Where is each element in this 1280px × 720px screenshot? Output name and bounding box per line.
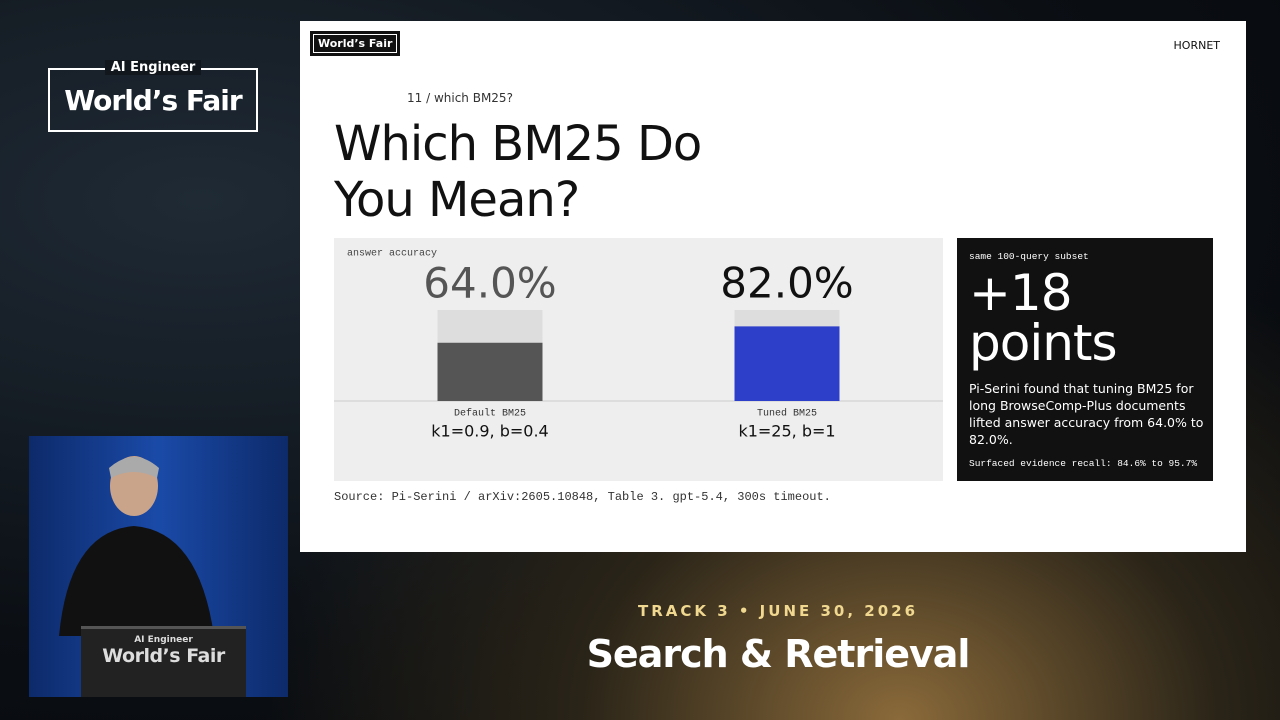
category-label: Tuned BM25 (757, 408, 817, 420)
value-label: 64.0% (423, 259, 556, 308)
bar (734, 326, 840, 401)
callout-footnote: Surfaced evidence recall: 84.6% to 95.7% (969, 458, 1198, 469)
callout-body: Pi-Serini found that tuning BM25 for lon… (969, 381, 1204, 447)
value-label: 82.0% (720, 259, 853, 308)
track-label: TRACK 3 • JUNE 30, 2026 (637, 602, 919, 620)
podium-main: World’s Fair (102, 645, 225, 667)
category-label: Default BM25 (454, 408, 526, 420)
slide-title: Which BM25 Do You Mean? (334, 116, 702, 228)
slide: World’s Fair HORNET 11 / which BM25? Whi… (300, 21, 1246, 552)
callout-headline: +18 points (969, 264, 1118, 372)
slide-logo: World’s Fair (310, 31, 401, 56)
podium-top: AI Engineer (134, 635, 193, 645)
chart-panel (334, 238, 943, 481)
speaker-video: AI Engineer World’s Fair (29, 436, 288, 697)
source: Source: Pi-Serini / arXiv:2605.10848, Ta… (334, 490, 831, 504)
category-sublabel: k1=0.9, b=0.4 (431, 422, 548, 441)
bar (437, 342, 543, 401)
logo-top: AI Engineer (104, 60, 202, 75)
kicker: 11 / which BM25? (407, 91, 513, 105)
logo-main: World’s Fair (64, 84, 242, 117)
speaker (59, 456, 214, 636)
podium: AI Engineer World’s Fair (81, 626, 246, 697)
y-label: answer accuracy (347, 249, 437, 260)
callout: same 100-query subset +18 points Pi-Seri… (957, 238, 1213, 481)
event-logo: AI Engineer World’s Fair (48, 60, 258, 132)
callout-label: same 100-query subset (969, 251, 1089, 262)
session-title: Search & Retrieval (586, 632, 971, 676)
brand: HORNET (1173, 39, 1220, 52)
category-sublabel: k1=25, b=1 (738, 422, 835, 441)
chart: answer accuracy 64.0% Default BM25 k1=0.9,… (334, 238, 943, 481)
